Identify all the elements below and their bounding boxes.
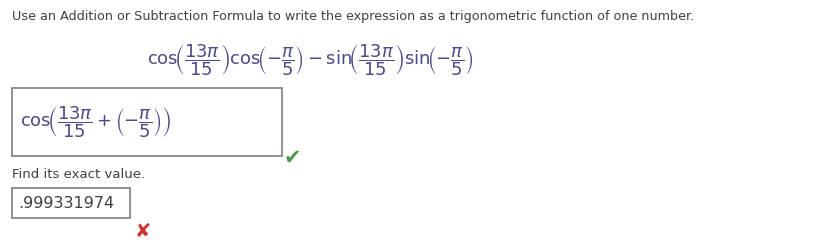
FancyBboxPatch shape (12, 88, 282, 156)
Text: .999331974: .999331974 (18, 196, 114, 211)
Text: ✔: ✔ (284, 148, 302, 168)
Text: Find its exact value.: Find its exact value. (12, 168, 145, 181)
FancyBboxPatch shape (12, 188, 130, 218)
Text: $\mathrm{cos}\!\left(\dfrac{13\pi}{15}\right)\mathrm{cos}\!\left(-\dfrac{\pi}{5}: $\mathrm{cos}\!\left(\dfrac{13\pi}{15}\r… (147, 42, 474, 78)
Text: Use an Addition or Subtraction Formula to write the expression as a trigonometri: Use an Addition or Subtraction Formula t… (12, 10, 694, 23)
Text: ✘: ✘ (135, 222, 151, 241)
Text: $\mathrm{cos}\!\left(\dfrac{13\pi}{15} + \left(-\dfrac{\pi}{5}\right)\right)$: $\mathrm{cos}\!\left(\dfrac{13\pi}{15} +… (20, 104, 171, 140)
